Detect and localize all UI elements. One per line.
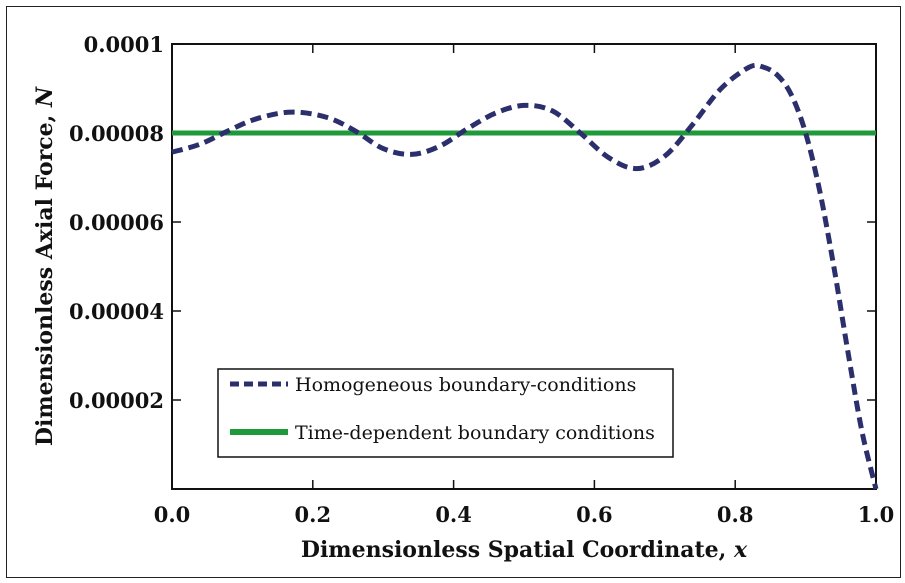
x-tick-label: 0.2 bbox=[295, 502, 332, 527]
x-tick-label: 0.0 bbox=[154, 502, 191, 527]
y-tick-label: 0.00004 bbox=[69, 299, 164, 324]
plot-frame bbox=[171, 43, 877, 490]
x-tick-label: 1.0 bbox=[858, 502, 895, 527]
legend-label-homogeneous: Homogeneous boundary-conditions bbox=[295, 374, 636, 396]
y-axis-title-text: Dimensionless Axial Force, bbox=[32, 115, 58, 446]
y-tick-label: 0.00002 bbox=[69, 388, 164, 413]
y-axis-title: Dimensionless Axial Force, N bbox=[32, 86, 58, 446]
legend-label-time-dependent: Time-dependent boundary conditions bbox=[295, 422, 655, 444]
legend-box bbox=[217, 368, 674, 458]
x-tick-label: 0.6 bbox=[576, 502, 613, 527]
y-axis-title-var: N bbox=[32, 86, 58, 108]
legend: Homogeneous boundary-conditions Time-dep… bbox=[217, 368, 674, 458]
x-axis: 0.0 0.2 0.4 0.6 0.8 1.0 bbox=[154, 44, 895, 527]
series-layer bbox=[171, 62, 879, 490]
series-line-homogeneous bbox=[171, 62, 879, 490]
y-axis: 0.00002 0.00004 0.00006 0.00008 0.0001 bbox=[69, 32, 876, 413]
y-tick-label: 0.00008 bbox=[69, 121, 164, 146]
x-axis-title-var: x bbox=[733, 537, 748, 563]
y-tick-label: 0.0001 bbox=[84, 32, 164, 57]
y-tick-label: 0.00006 bbox=[69, 210, 164, 235]
x-tick-label: 0.8 bbox=[717, 502, 754, 527]
plot-area bbox=[171, 43, 877, 490]
x-tick-label: 0.4 bbox=[435, 502, 472, 527]
x-axis-title: Dimensionless Spatial Coordinate, x bbox=[301, 537, 748, 563]
x-axis-title-text: Dimensionless Spatial Coordinate, bbox=[301, 537, 726, 563]
